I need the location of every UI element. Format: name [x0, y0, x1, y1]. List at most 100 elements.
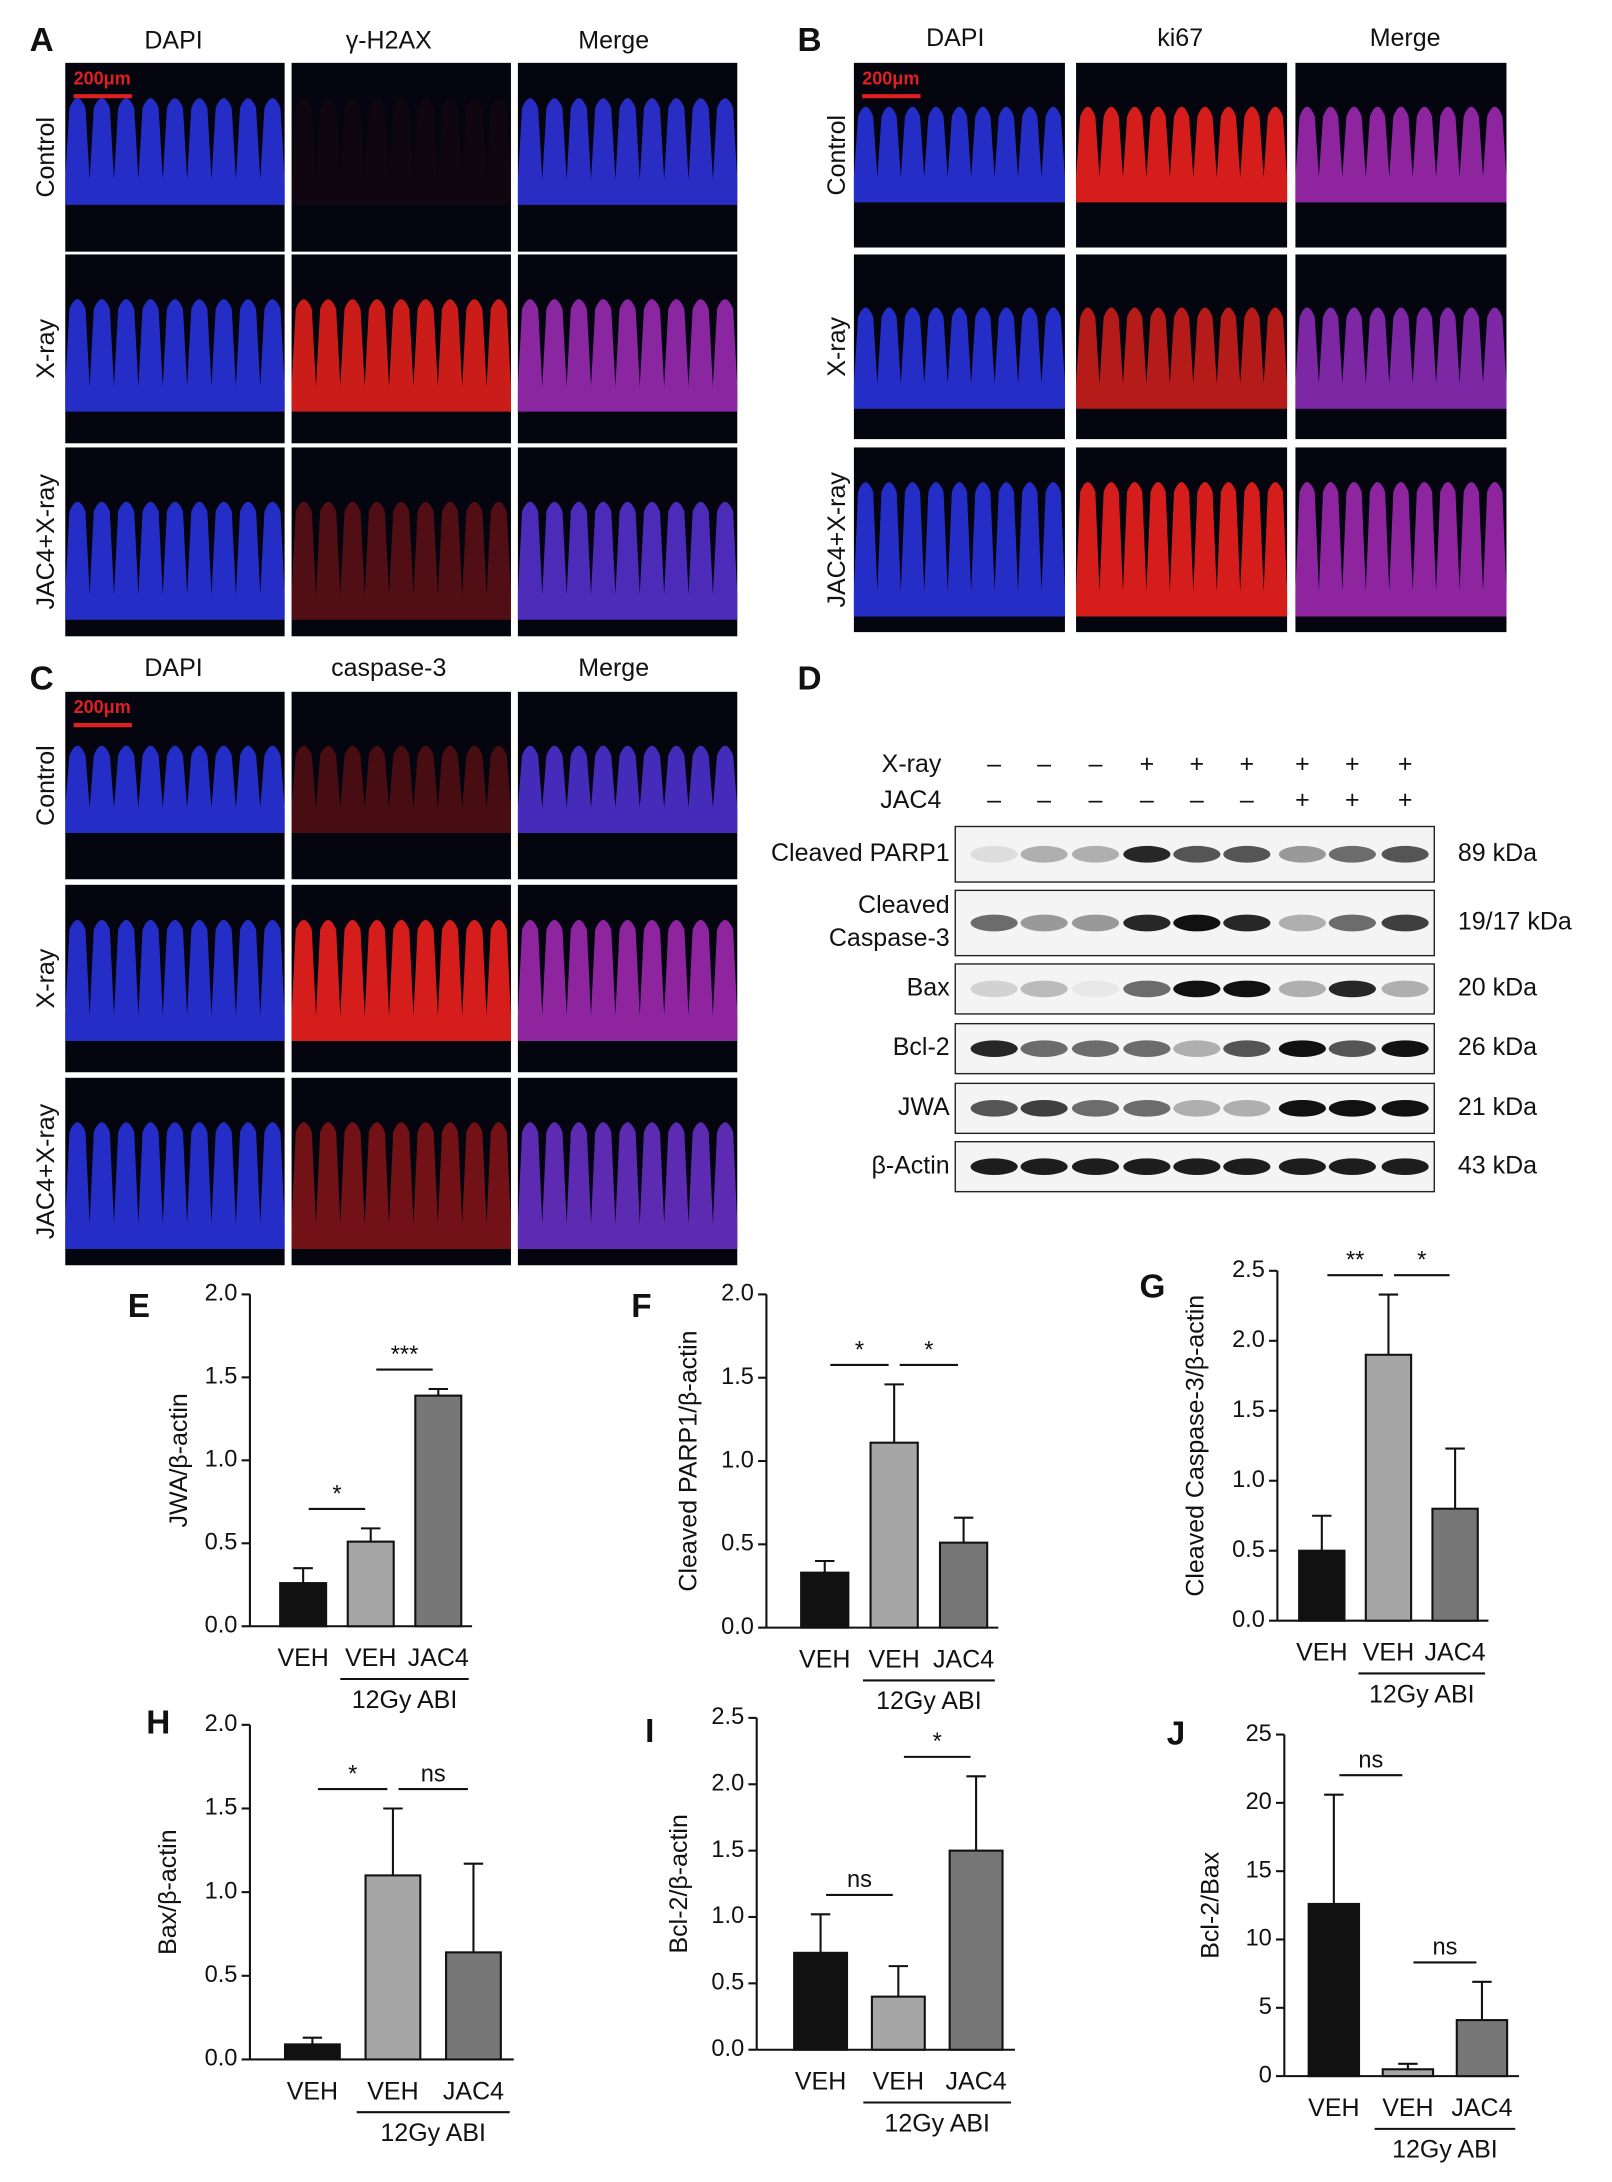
lane-sign: –	[1037, 786, 1051, 814]
y-axis-title: Bcl-2/β-actin	[665, 1814, 693, 1953]
blot-band	[1173, 845, 1221, 863]
marker-overlay	[517, 745, 738, 834]
x-tick-label: VEH	[795, 2068, 846, 2096]
lane-sign: –	[1140, 786, 1154, 814]
y-tick-label: 0.0	[1232, 1607, 1265, 1633]
y-tick-label: 0.0	[721, 1614, 754, 1640]
blot-band	[1381, 1040, 1429, 1057]
panel-letter: G	[1139, 1269, 1165, 1306]
dapi-stain	[65, 98, 285, 205]
column-title: caspase-3	[331, 654, 446, 682]
lane-sign: +	[1140, 750, 1155, 778]
x-tick-label: VEH	[1382, 2094, 1433, 2122]
bar	[948, 1849, 1004, 2051]
y-tick-label: 2.5	[711, 1704, 744, 1730]
lane-sign: +	[1190, 750, 1205, 778]
bar	[279, 1582, 328, 1628]
band-label: JWA	[898, 1093, 950, 1121]
band-label: β-Actin	[871, 1151, 949, 1179]
significance-label: ns	[1432, 1935, 1457, 1961]
blot-band	[1223, 914, 1271, 932]
bar	[283, 2043, 341, 2061]
treatment-label: JAC4	[880, 786, 941, 814]
band-size: 43 kDa	[1458, 1151, 1537, 1179]
x-tick-label: JAC4	[946, 2068, 1007, 2096]
column-title: γ-H2AX	[346, 27, 432, 55]
panel-letter: A	[30, 22, 54, 59]
significance-label: ns	[1358, 1748, 1383, 1774]
y-tick-label: 1.5	[711, 1837, 744, 1863]
panel-letter: B	[797, 22, 821, 59]
column-title: Merge	[578, 654, 649, 682]
marker-overlay	[1295, 307, 1507, 409]
y-tick-label: 25	[1246, 1721, 1272, 1747]
dapi-stain	[517, 501, 738, 620]
blot-band	[1173, 1158, 1221, 1176]
y-tick-label: 1.0	[205, 1878, 238, 1904]
scale-bar-label: 200μm	[74, 68, 131, 88]
marker-stain	[291, 501, 511, 620]
y-axis-title: Cleaved PARP1/β-actin	[675, 1330, 703, 1591]
group-label: 12Gy ABI	[876, 1687, 982, 1715]
marker-stain	[291, 745, 511, 834]
marker-overlay	[517, 299, 738, 412]
marker-stain	[291, 299, 511, 412]
x-tick-label: VEH	[868, 1646, 919, 1674]
lane-sign: +	[1295, 786, 1310, 814]
panel-letter: H	[146, 1705, 170, 1742]
blot-band	[1381, 914, 1429, 932]
x-tick-label: VEH	[1308, 2094, 1359, 2122]
marker-overlay	[1295, 106, 1507, 203]
row-label: Control	[32, 117, 60, 198]
significance-label: ns	[421, 1761, 446, 1787]
marker-overlay	[517, 501, 738, 620]
micrograph	[291, 691, 511, 880]
band-label: Cleaved PARP1	[771, 839, 950, 867]
lane-sign: –	[987, 750, 1001, 778]
dapi-stain	[65, 919, 285, 1042]
lane-sign: +	[1398, 786, 1413, 814]
blot-band	[1328, 1158, 1376, 1176]
group-label: 12Gy ABI	[1369, 1680, 1475, 1708]
dapi-stain	[65, 745, 285, 834]
y-tick-label: 0.5	[1232, 1537, 1265, 1563]
y-tick-label: 2.0	[721, 1281, 754, 1307]
lane-sign: –	[1240, 786, 1254, 814]
x-tick-label: JAC4	[443, 2077, 504, 2105]
blot-band	[1020, 1100, 1068, 1117]
group-label: 12Gy ABI	[380, 2119, 486, 2147]
dapi-stain	[517, 98, 738, 205]
dapi-stain	[517, 1122, 738, 1250]
x-tick-label: VEH	[345, 1644, 396, 1672]
column-title: ki67	[1157, 24, 1203, 52]
y-tick-label: 0	[1259, 2062, 1272, 2088]
lane-sign: +	[1295, 750, 1310, 778]
marker-stain	[291, 1122, 511, 1250]
x-tick-label: JAC4	[1425, 1639, 1486, 1667]
dapi-stain	[853, 482, 1065, 617]
blot-band	[970, 1100, 1018, 1117]
band-size: 26 kDa	[1458, 1033, 1537, 1061]
y-tick-label: 1.0	[1232, 1467, 1265, 1493]
y-tick-label: 20	[1246, 1789, 1272, 1815]
blot-band	[1071, 980, 1120, 998]
blot-band	[1123, 914, 1171, 932]
x-tick-label: VEH	[873, 2068, 924, 2096]
x-tick-label: JAC4	[1451, 2094, 1512, 2122]
blot-band	[1173, 1100, 1221, 1117]
x-tick-label: VEH	[367, 2077, 418, 2105]
micrograph	[291, 62, 511, 252]
x-tick-label: JAC4	[408, 1644, 469, 1672]
band-size: 21 kDa	[1458, 1093, 1537, 1121]
lane-sign: –	[1190, 786, 1204, 814]
band-size: 89 kDa	[1458, 839, 1537, 867]
blot-band	[1020, 980, 1068, 998]
y-tick-label: 0.5	[205, 1962, 238, 1988]
row-label: JAC4+X-ray	[32, 1103, 60, 1239]
dapi-stain	[65, 501, 285, 620]
blot-band	[1020, 845, 1068, 863]
marker-stain	[1076, 482, 1288, 617]
blot-band	[1071, 914, 1120, 932]
marker-stain	[1076, 307, 1288, 409]
lane-sign: –	[1089, 750, 1103, 778]
